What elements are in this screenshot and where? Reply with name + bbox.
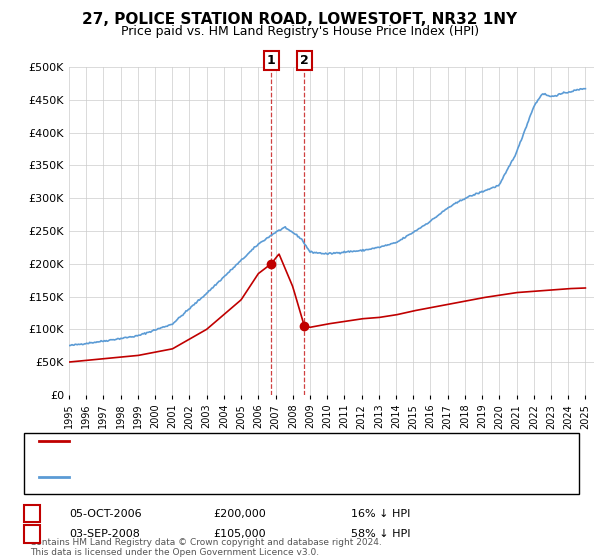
Text: 16% ↓ HPI: 16% ↓ HPI (351, 508, 410, 519)
Text: 2: 2 (300, 54, 308, 67)
Text: 2: 2 (28, 528, 36, 541)
Text: 03-SEP-2008: 03-SEP-2008 (69, 529, 140, 539)
Text: Contains HM Land Registry data © Crown copyright and database right 2024.
This d: Contains HM Land Registry data © Crown c… (30, 538, 382, 557)
Text: 05-OCT-2006: 05-OCT-2006 (69, 508, 142, 519)
Text: Price paid vs. HM Land Registry's House Price Index (HPI): Price paid vs. HM Land Registry's House … (121, 25, 479, 38)
Text: 1: 1 (28, 507, 36, 520)
Text: 27, POLICE STATION ROAD, LOWESTOFT, NR32 1NY (detached house): 27, POLICE STATION ROAD, LOWESTOFT, NR32… (75, 436, 436, 446)
Text: 58% ↓ HPI: 58% ↓ HPI (351, 529, 410, 539)
Text: 1: 1 (267, 54, 275, 67)
Text: £105,000: £105,000 (213, 529, 266, 539)
Text: 27, POLICE STATION ROAD, LOWESTOFT, NR32 1NY: 27, POLICE STATION ROAD, LOWESTOFT, NR32… (82, 12, 518, 27)
Text: HPI: Average price, detached house, East Suffolk: HPI: Average price, detached house, East… (75, 472, 330, 482)
Text: £200,000: £200,000 (213, 508, 266, 519)
